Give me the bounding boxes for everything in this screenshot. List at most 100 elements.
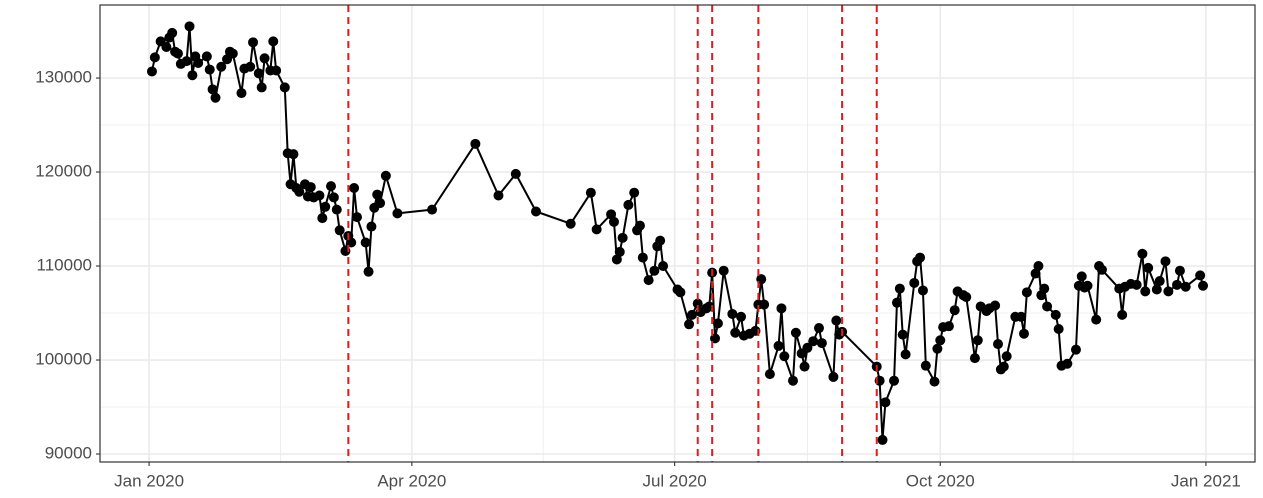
data-point	[1016, 311, 1027, 322]
data-point	[880, 397, 891, 408]
data-point	[510, 168, 521, 179]
data-point	[637, 252, 648, 263]
data-point	[894, 283, 905, 294]
data-point	[972, 335, 983, 346]
data-point	[585, 187, 596, 198]
data-point	[773, 340, 784, 351]
data-point	[591, 224, 602, 235]
data-point	[314, 190, 325, 201]
data-point	[712, 318, 723, 329]
data-point	[969, 353, 980, 364]
data-point	[320, 201, 331, 212]
data-point	[831, 315, 842, 326]
data-point	[1151, 284, 1162, 295]
data-point	[161, 42, 172, 53]
data-point	[1163, 286, 1174, 297]
data-point	[184, 21, 195, 32]
data-point	[1091, 314, 1102, 325]
data-point	[268, 36, 279, 47]
data-point	[245, 61, 256, 72]
data-point	[1039, 283, 1050, 294]
data-point	[915, 252, 926, 263]
data-point	[889, 375, 900, 386]
data-point	[288, 149, 299, 160]
data-point	[248, 37, 259, 48]
data-point	[993, 339, 1004, 350]
data-point	[779, 351, 790, 362]
data-point	[643, 275, 654, 286]
data-point	[1160, 256, 1171, 267]
x-tick-label: Jan 2021	[1171, 471, 1241, 490]
data-point	[617, 232, 628, 243]
data-point	[877, 434, 888, 445]
data-point	[1033, 261, 1044, 272]
data-point	[172, 48, 183, 59]
data-point	[891, 297, 902, 308]
data-point	[201, 51, 212, 62]
data-point	[1021, 287, 1032, 298]
data-point	[802, 342, 813, 353]
data-point	[207, 84, 218, 95]
data-point	[684, 319, 695, 330]
data-point	[629, 187, 640, 198]
data-point	[1076, 271, 1087, 282]
data-point	[1140, 286, 1151, 297]
data-point	[187, 70, 198, 81]
x-tick-label: Oct 2020	[906, 471, 975, 490]
data-point	[181, 56, 192, 67]
data-point	[935, 335, 946, 346]
data-point	[236, 88, 247, 99]
data-point	[634, 220, 645, 231]
data-point	[1195, 270, 1206, 281]
y-tick-label: 100000	[35, 350, 92, 369]
data-point	[943, 321, 954, 332]
data-point	[1042, 301, 1053, 312]
data-point	[730, 327, 741, 338]
data-point	[227, 48, 238, 59]
data-point	[932, 343, 943, 354]
data-point	[349, 183, 360, 194]
x-tick-label: Jan 2020	[114, 471, 184, 490]
data-point	[279, 82, 290, 93]
data-point	[167, 27, 178, 38]
data-point	[1198, 280, 1209, 291]
data-point	[294, 186, 305, 197]
data-point	[764, 369, 775, 380]
data-point	[334, 225, 345, 236]
data-point	[606, 209, 617, 220]
data-point	[614, 246, 625, 257]
data-point	[949, 305, 960, 316]
data-point	[351, 212, 362, 223]
data-point	[366, 221, 377, 232]
data-point	[1019, 328, 1029, 339]
data-point	[675, 287, 686, 298]
data-point	[372, 189, 383, 200]
panel	[100, 5, 1255, 462]
y-tick-label: 120000	[35, 162, 92, 181]
data-point	[759, 299, 770, 310]
data-point	[1001, 351, 1012, 362]
data-point	[1174, 265, 1185, 276]
data-point	[305, 182, 316, 193]
x-tick-label: Jul 2020	[642, 471, 706, 490]
data-point	[727, 308, 738, 319]
data-point	[493, 190, 504, 201]
data-point	[256, 82, 267, 93]
data-point	[799, 361, 810, 372]
data-point	[1096, 264, 1107, 275]
data-point	[210, 92, 221, 103]
data-point	[1062, 358, 1073, 369]
data-point	[776, 303, 787, 314]
y-tick-label: 130000	[35, 68, 92, 87]
data-point	[204, 64, 215, 75]
panel-border	[99, 4, 1256, 463]
data-point	[1131, 279, 1142, 290]
data-point	[623, 199, 634, 210]
data-point	[149, 52, 160, 63]
data-point	[360, 237, 371, 248]
data-point	[718, 265, 729, 276]
data-point	[470, 138, 481, 149]
data-point	[259, 53, 270, 64]
data-point	[271, 65, 282, 76]
data-point	[193, 57, 204, 68]
